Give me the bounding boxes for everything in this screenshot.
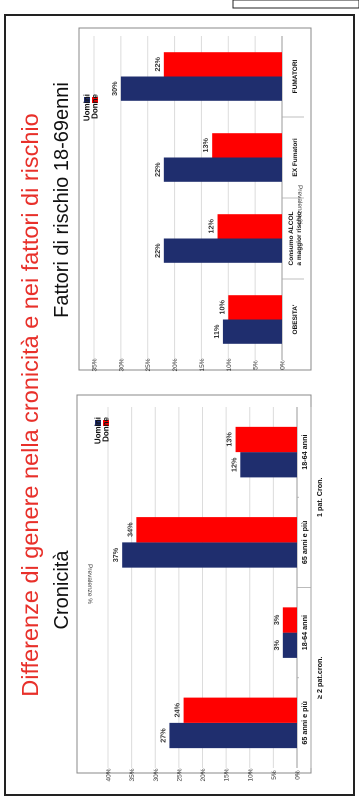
- risk-category-labels: FUMATORI EX Fumatori Consumo ALCOL a maggio…: [282, 59, 304, 334]
- ytick-label: 20%: [172, 358, 179, 371]
- legend-swatch-uomini: [95, 420, 101, 426]
- bar-uomini: [122, 542, 297, 568]
- data-label: 27%: [158, 728, 167, 743]
- chronicity-bar-labels: 12% 13% 37% 34% 3% 3% 27% 24%: [111, 432, 281, 743]
- legend-swatch-donne: [92, 97, 98, 103]
- legend-label: Donne: [91, 93, 100, 118]
- ytick-label: 15%: [224, 768, 231, 781]
- data-label: 22%: [153, 57, 162, 72]
- bar-uomini: [169, 722, 297, 749]
- group-label: 1 pat. Cron.: [315, 477, 324, 517]
- legend-label: Donne: [102, 416, 111, 441]
- ytick-label: 35%: [129, 768, 136, 781]
- data-label: 13%: [225, 432, 234, 447]
- ytick-label: 5%: [253, 360, 260, 370]
- ytick-label: 40%: [106, 768, 113, 781]
- ytick-label: 25%: [176, 768, 183, 781]
- ytick-label: 10%: [226, 358, 233, 371]
- risk-ylabel: Prevalenze %: [296, 185, 303, 225]
- group-label: ≥ 2 pat.cron.: [315, 657, 324, 699]
- bar-donne: [183, 697, 297, 723]
- ytick-label: 30%: [118, 358, 125, 371]
- category-label: FUMATORI: [292, 59, 299, 93]
- ytick-label: 0%: [295, 770, 302, 780]
- category-label: 65 anni e più: [300, 701, 309, 745]
- data-label: 3%: [272, 614, 281, 625]
- category-label: a maggior rischio: [296, 211, 303, 265]
- category-label: 18-64 anni: [300, 615, 309, 650]
- category-label: EX Fumatori: [292, 138, 299, 176]
- chronicity-ylabel: Prevalenze %: [86, 564, 93, 604]
- data-label: 22%: [153, 162, 162, 177]
- risk-yticks: 0% 5% 10% 15% 20% 25% 30% 35%: [92, 358, 287, 371]
- legend-label: Uomini: [94, 417, 103, 444]
- data-label: 11%: [212, 324, 221, 339]
- bar-uomini: [240, 452, 297, 478]
- bar-donne: [163, 52, 282, 77]
- data-label: 12%: [229, 457, 238, 472]
- bar-uomini: [222, 319, 282, 344]
- ytick-label: 5%: [271, 770, 278, 780]
- legend-swatch-donne: [103, 420, 109, 426]
- slide-border: [4, 14, 355, 796]
- data-label: 12%: [207, 219, 216, 234]
- bar-donne: [282, 607, 297, 633]
- risk-bar-labels: 30% 22% 22% 13% 22% 12% 11% 10%: [110, 57, 226, 339]
- top-stray-box: [232, 0, 359, 9]
- bar-uomini: [163, 157, 282, 182]
- risk-legend: Uomini Donne: [83, 93, 100, 121]
- chronicity-legend: Uomini Donne: [94, 416, 111, 444]
- bar-uomini: [120, 76, 282, 101]
- chronicity-group-labels: 1 pat. Cron. ≥ 2 pat.cron.: [297, 407, 324, 768]
- bar-donne: [212, 133, 282, 158]
- ytick-label: 15%: [199, 358, 206, 371]
- risk-factors-chart: Fattori di rischio 18-69enni 0% 5% 10% 15% 2…: [51, 27, 312, 372]
- data-label: 3%: [272, 639, 281, 650]
- data-label: 22%: [153, 243, 162, 258]
- bar-donne: [136, 517, 297, 543]
- chronicity-chart: Cronicità 0%5%10%15%20%25%30%35%40% 12%1…: [51, 394, 324, 782]
- category-label: 65 anni e più: [300, 521, 309, 565]
- ytick-label: 35%: [92, 358, 99, 371]
- ytick-label: 10%: [247, 768, 254, 781]
- ytick-label: 25%: [145, 358, 152, 371]
- category-label: 18-64 anni: [300, 435, 309, 470]
- bar-uomini: [282, 632, 297, 658]
- category-label: OBESITA': [292, 304, 299, 334]
- main-title: Differenze di genere nella cronicità e n…: [17, 113, 43, 696]
- bar-donne: [217, 214, 282, 239]
- data-label: 24%: [173, 702, 182, 717]
- category-label: Consumo ALCOL: [288, 212, 295, 266]
- data-label: 30%: [110, 81, 119, 96]
- chronicity-category-labels: 18-64 anni 65 anni e più 18-64 anni 65 anni…: [300, 435, 309, 745]
- data-label: 37%: [111, 547, 120, 562]
- bar-uomini: [163, 238, 282, 263]
- data-label: 10%: [217, 300, 226, 315]
- legend-swatch-uomini: [84, 97, 90, 103]
- ytick-label: 0%: [280, 360, 287, 370]
- bar-donne: [235, 426, 297, 453]
- risk-chart-title: Fattori di rischio 18-69enni: [51, 82, 73, 318]
- data-label: 34%: [125, 522, 134, 537]
- ytick-label: 30%: [153, 768, 160, 781]
- chronicity-bars: [122, 426, 297, 749]
- bar-donne: [228, 295, 282, 320]
- chronicity-chart-title: Cronicità: [51, 550, 73, 630]
- chronicity-yticks: 0% 5% 10% 15% 20% 25% 30% 35% 40%: [106, 768, 302, 781]
- ytick-label: 20%: [200, 768, 207, 781]
- data-label: 13%: [201, 138, 210, 153]
- risk-bars: [120, 52, 282, 344]
- legend-label: Uomini: [83, 94, 92, 121]
